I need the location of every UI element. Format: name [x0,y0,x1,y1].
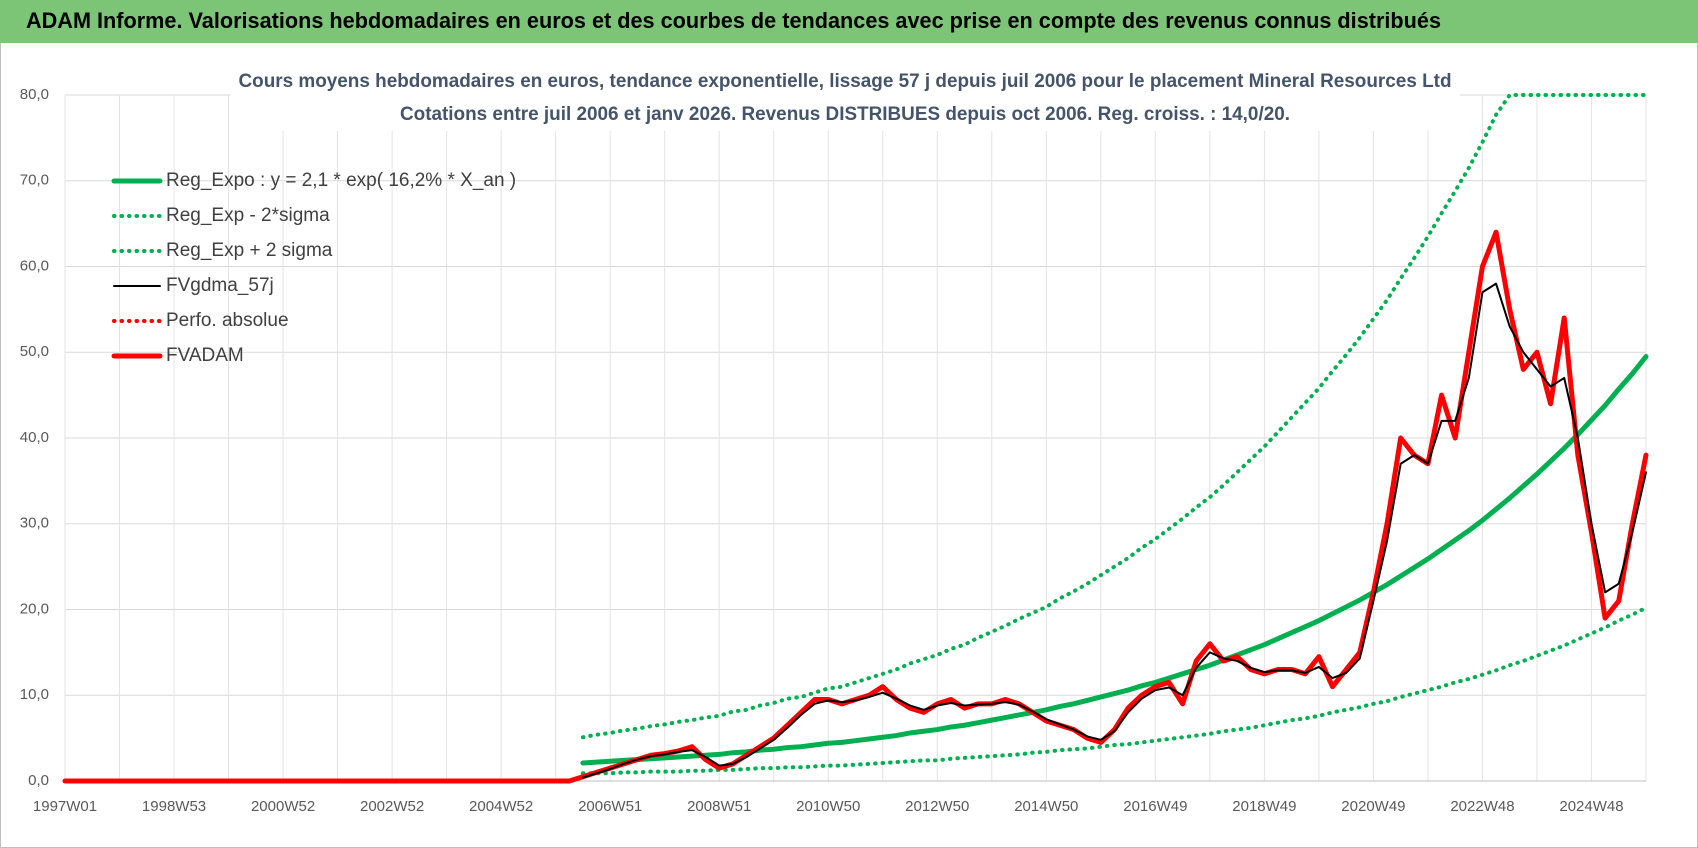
legend-label: Reg_Expo : y = 2,1 * exp( 16,2% * X_an ) [166,170,516,191]
x-tick-label: 2016W49 [1123,798,1187,815]
x-tick-label: 2022W48 [1450,798,1514,815]
y-tick-label: 10,0 [20,686,49,703]
y-tick-label: 80,0 [20,86,49,103]
chart-subtitle: Cotations entre juil 2006 et janv 2026. … [400,104,1290,125]
x-tick-label: 2010W50 [796,798,860,815]
legend: Reg_Expo : y = 2,1 * exp( 16,2% * X_an )… [111,170,516,366]
x-tick-label: 2012W50 [905,798,969,815]
y-tick-label: 40,0 [20,429,49,446]
series-line [581,282,1647,779]
y-tick-label: 50,0 [20,343,49,360]
y-tick-label: 70,0 [20,172,49,189]
x-tick-label: 2008W51 [687,798,751,815]
x-tick-label: 2018W49 [1232,798,1296,815]
x-tick-label: 2020W49 [1341,798,1405,815]
title-backdrop [230,63,1460,131]
header-title: ADAM Informe. Valorisations hebdomadaire… [26,8,1441,33]
x-tick-label: 2004W52 [469,798,533,815]
header-bar [0,0,1698,43]
x-tick-label: 2000W52 [251,798,315,815]
x-tick-label: 2024W48 [1559,798,1623,815]
x-tick-label: 1997W01 [33,798,97,815]
x-tick-label: 2014W50 [1014,798,1078,815]
legend-label: Perfo. absolue [166,310,289,331]
legend-label: FVADAM [166,345,244,366]
y-tick-label: 0,0 [28,772,49,789]
chart-title: Cours moyens hebdomadaires en euros, ten… [239,71,1452,92]
x-tick-label: 2006W51 [578,798,642,815]
legend-label: FVgdma_57j [166,275,274,296]
x-tick-label: 1998W53 [142,798,206,815]
y-tick-label: 60,0 [20,257,49,274]
x-tick-label: 2002W52 [360,798,424,815]
grid: 0,0 10,0 20,0 30,0 40,0 50,0 60,0 70,0 80,0 1997W… [20,86,1647,815]
legend-label: Reg_Exp - 2*sigma [166,205,330,226]
series-line [580,354,1649,766]
y-tick-label: 30,0 [20,515,49,532]
series-lines [62,93,1649,784]
y-tick-label: 20,0 [20,600,49,617]
series-line [580,605,1648,776]
legend-label: Reg_Exp + 2 sigma [166,240,333,261]
series-line [580,93,1648,740]
